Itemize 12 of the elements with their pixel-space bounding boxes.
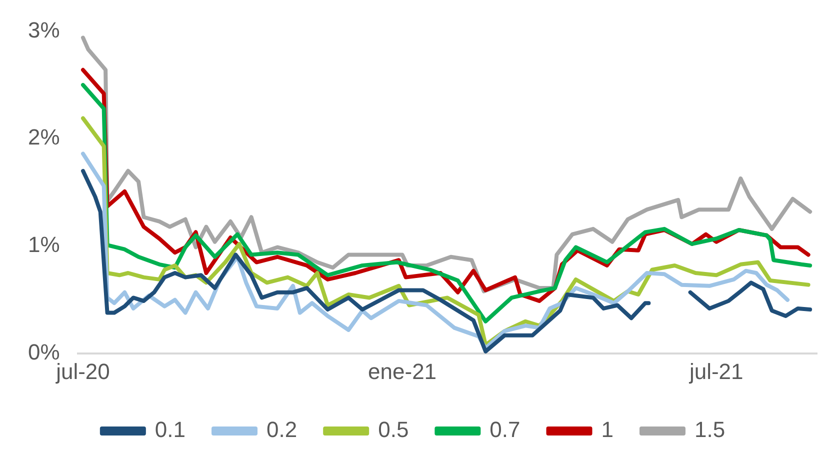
x-tick-label: jul-21 (688, 358, 744, 384)
y-tick-label: 3% (28, 17, 60, 42)
legend-label: 0.2 (266, 417, 298, 442)
legend-label: 1 (601, 417, 614, 442)
y-tick-label: 2% (28, 124, 60, 150)
x-tick-label: jul-20 (55, 358, 110, 384)
legend-label: 0.7 (490, 417, 520, 442)
legend-label: 0.1 (154, 417, 186, 442)
y-tick-label: 1% (28, 232, 60, 258)
x-tick-label: ene-21 (368, 358, 437, 384)
legend-label: 1.5 (694, 417, 726, 442)
legend-label: 0.5 (378, 417, 409, 442)
